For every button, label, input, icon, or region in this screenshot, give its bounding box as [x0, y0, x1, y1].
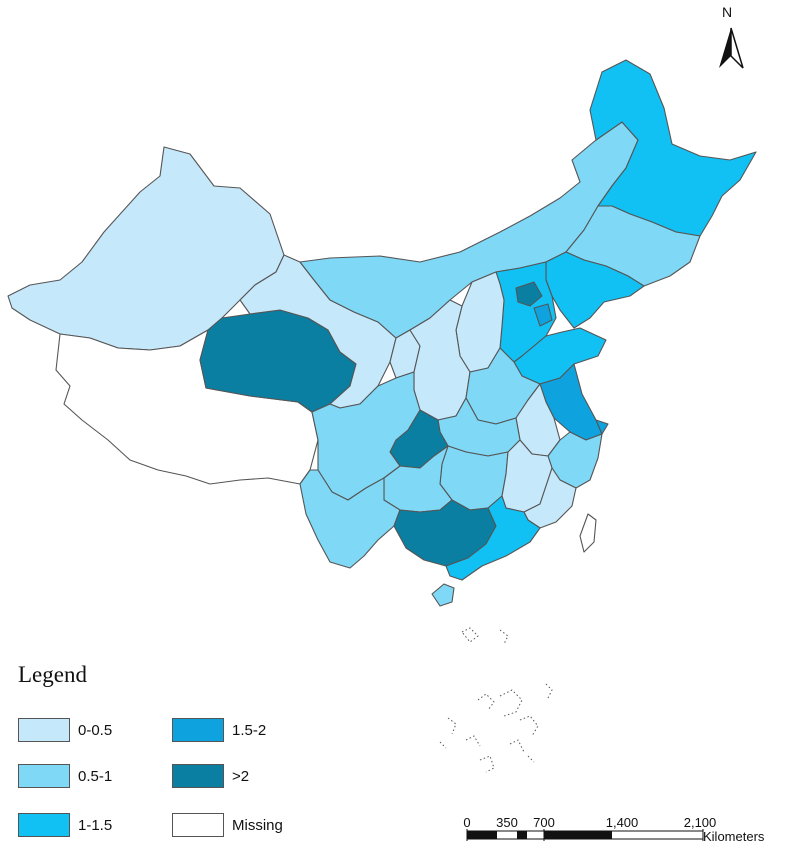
legend-title: Legend	[18, 662, 87, 687]
scale-unit-label: Kilometers	[703, 829, 765, 844]
legend-label: 1-1.5	[78, 816, 113, 834]
legend-label: 0.5-1	[78, 767, 113, 785]
region-tianjin[interactable]	[533, 303, 553, 327]
scale-tick-label: 350	[496, 815, 518, 830]
legend-item: 0.5-1	[18, 763, 112, 789]
region-shanghai[interactable]	[595, 419, 609, 435]
legend-item: Missing	[172, 812, 283, 838]
legend-label: Missing	[232, 816, 283, 834]
south-china-sea-islands	[439, 627, 553, 773]
region-taiwan[interactable]	[579, 513, 597, 553]
legend-label: >2	[232, 767, 250, 785]
region-guangdong[interactable]	[445, 495, 541, 581]
legend-label: 0-0.5	[78, 721, 113, 739]
legend-swatch	[18, 718, 70, 742]
scale-tick-label: 2,100	[683, 815, 717, 830]
legend-swatch	[172, 764, 224, 788]
region-heilongjiang[interactable]	[589, 59, 757, 237]
north-arrow-icon	[719, 27, 744, 69]
scale-tick-label: 0	[463, 815, 471, 830]
legend-item: >2	[172, 763, 249, 789]
region-hainan[interactable]	[431, 583, 455, 607]
scale-tick-label: 1,400	[605, 815, 639, 830]
legend-item: 1-1.5	[18, 812, 112, 838]
legend-swatch	[18, 813, 70, 837]
legend-swatch	[172, 718, 224, 742]
scale-tick-label: 700	[533, 815, 555, 830]
north-label: N	[722, 4, 733, 20]
legend-swatch	[18, 764, 70, 788]
scale-bar-graphic	[466, 829, 704, 841]
legend-label: 1.5-2	[232, 721, 267, 739]
legend-swatch	[172, 813, 224, 837]
region-beijing[interactable]	[515, 281, 543, 307]
legend-item: 0-0.5	[18, 717, 112, 743]
legend-item: 1.5-2	[172, 717, 266, 743]
